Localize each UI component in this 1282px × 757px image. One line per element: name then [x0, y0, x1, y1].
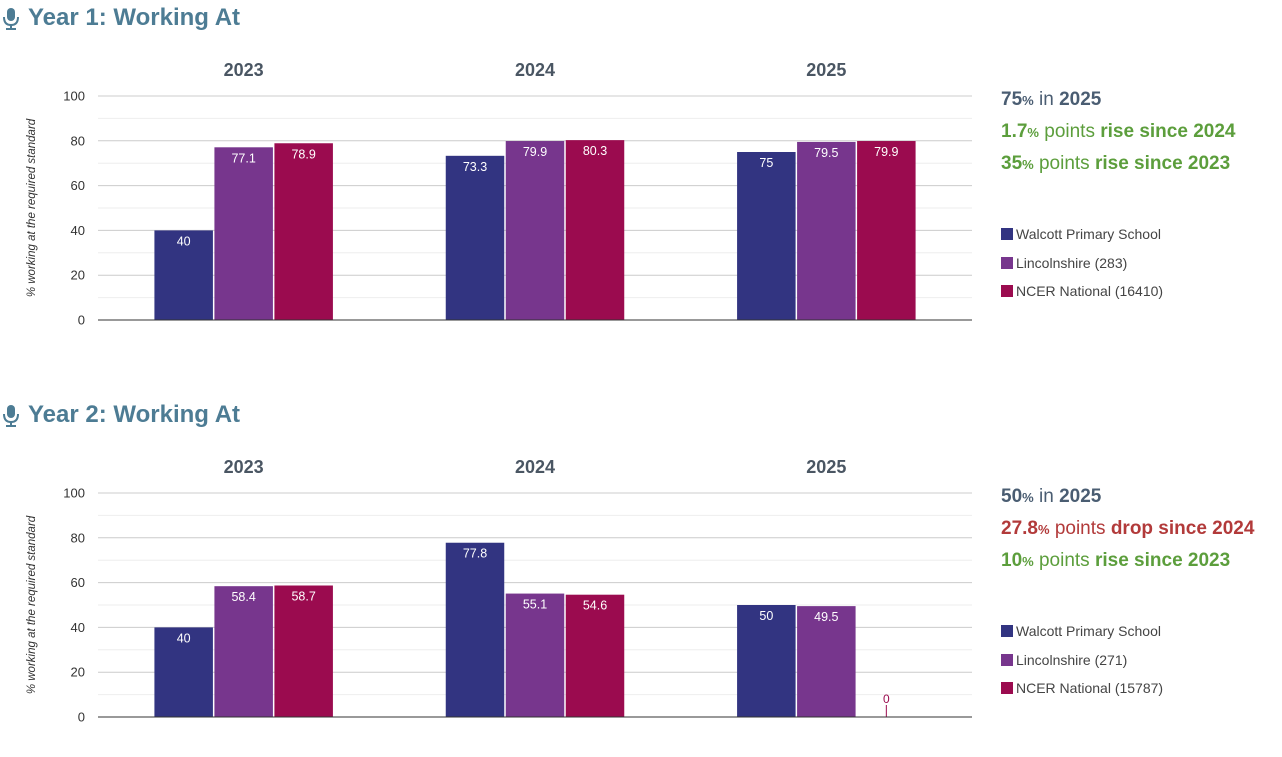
bar — [797, 606, 856, 717]
summary-stats: 75% in 2025 1.7% points rise since 2024 … — [1001, 84, 1282, 180]
category-label: 2024 — [515, 60, 555, 80]
chart-title: Year 2: Working At — [28, 401, 241, 428]
y-tick-label: 60 — [71, 575, 85, 590]
y-tick-label: 40 — [71, 620, 85, 635]
bar — [214, 586, 273, 717]
bar — [445, 155, 505, 320]
data-label: 50 — [759, 609, 773, 623]
legend-item-county[interactable]: Lincolnshire (283) — [1001, 249, 1163, 278]
y-tick-label: 80 — [71, 133, 85, 148]
data-label: 55.1 — [523, 598, 547, 612]
bar — [565, 594, 625, 717]
bar — [274, 143, 333, 320]
data-label: 79.9 — [523, 145, 547, 159]
bar-chart: 0 20 40 60 80 100 % working at the required st… — [26, 457, 972, 725]
category-label: 2023 — [224, 60, 264, 80]
bar — [797, 141, 856, 320]
data-label: 80.3 — [583, 144, 607, 158]
legend-swatch — [1001, 682, 1013, 695]
data-label: 0 — [883, 692, 890, 706]
bar — [565, 140, 625, 320]
y-tick-label: 20 — [71, 268, 85, 283]
bar — [737, 152, 796, 320]
bar — [274, 585, 333, 717]
data-label: 40 — [177, 234, 191, 248]
legend-item-national[interactable]: NCER National (15787) — [1001, 674, 1163, 703]
legend-item-county[interactable]: Lincolnshire (271) — [1001, 646, 1163, 675]
data-label: 75 — [759, 156, 773, 170]
bar — [505, 141, 565, 320]
chart-title: Year 1: Working At — [28, 4, 241, 31]
data-label: 73.3 — [463, 160, 487, 174]
data-label: 58.7 — [291, 590, 315, 604]
bar — [505, 593, 565, 717]
y-tick-label: 100 — [63, 89, 85, 104]
category-label: 2024 — [515, 457, 555, 477]
stat-change-2024: 27.8% points drop since 2024 — [1001, 518, 1255, 539]
stat-change-2023: 10% points rise since 2023 — [1001, 550, 1231, 571]
data-label: 49.5 — [814, 610, 838, 624]
year1-panel: Year 1: Working At 0 20 40 60 80 100 % working… — [0, 0, 1282, 360]
data-label: 78.9 — [291, 147, 315, 161]
stat-current: 50% in 2025 — [1001, 486, 1102, 507]
bar — [214, 147, 273, 320]
stat-change-2024: 1.7% points rise since 2024 — [1001, 121, 1236, 142]
bar-chart: 0 20 40 60 80 100 % working at the required st… — [26, 60, 972, 328]
legend-swatch — [1001, 256, 1013, 269]
legend-item-school[interactable]: Walcott Primary School — [1001, 617, 1163, 646]
y-tick-label: 0 — [78, 710, 85, 725]
legend-swatch — [1001, 285, 1013, 298]
legend-swatch — [1001, 228, 1013, 241]
stat-change-2023: 35% points rise since 2023 — [1001, 153, 1231, 174]
category-label: 2025 — [806, 457, 846, 477]
microphone-icon — [3, 405, 19, 427]
data-label: 58.4 — [231, 590, 255, 604]
y-tick-label: 20 — [71, 665, 85, 680]
microphone-icon — [3, 8, 19, 30]
chart-legend: Walcott Primary School Lincolnshire (283… — [1001, 220, 1163, 306]
y-tick-label: 40 — [71, 223, 85, 238]
summary-stats: 50% in 2025 27.8% points drop since 2024… — [1001, 481, 1282, 577]
legend-item-national[interactable]: NCER National (16410) — [1001, 277, 1163, 306]
y-tick-label: 100 — [63, 486, 85, 501]
bar — [154, 627, 213, 717]
data-label: 54.6 — [583, 599, 607, 613]
data-label: 77.8 — [463, 547, 487, 561]
category-label: 2023 — [224, 457, 264, 477]
y-axis-label: % working at the required standard — [26, 118, 38, 297]
data-label: 77.1 — [231, 151, 255, 165]
legend-swatch — [1001, 653, 1013, 666]
y-tick-label: 60 — [71, 178, 85, 193]
chart-legend: Walcott Primary School Lincolnshire (271… — [1001, 617, 1163, 703]
year2-panel: Year 2: Working At 0 20 40 60 80 100 % working… — [0, 397, 1282, 757]
legend-item-school[interactable]: Walcott Primary School — [1001, 220, 1163, 249]
data-label: 79.9 — [874, 145, 898, 159]
y-tick-label: 80 — [71, 530, 85, 545]
bar — [737, 605, 796, 717]
y-tick-label: 0 — [78, 313, 85, 328]
y-axis-label: % working at the required standard — [26, 515, 38, 694]
bar — [857, 141, 916, 320]
data-label: 40 — [177, 631, 191, 645]
bar — [445, 542, 505, 717]
category-label: 2025 — [806, 60, 846, 80]
legend-swatch — [1001, 625, 1013, 638]
data-label: 79.5 — [814, 146, 838, 160]
bar — [154, 230, 213, 320]
stat-current: 75% in 2025 — [1001, 89, 1102, 110]
